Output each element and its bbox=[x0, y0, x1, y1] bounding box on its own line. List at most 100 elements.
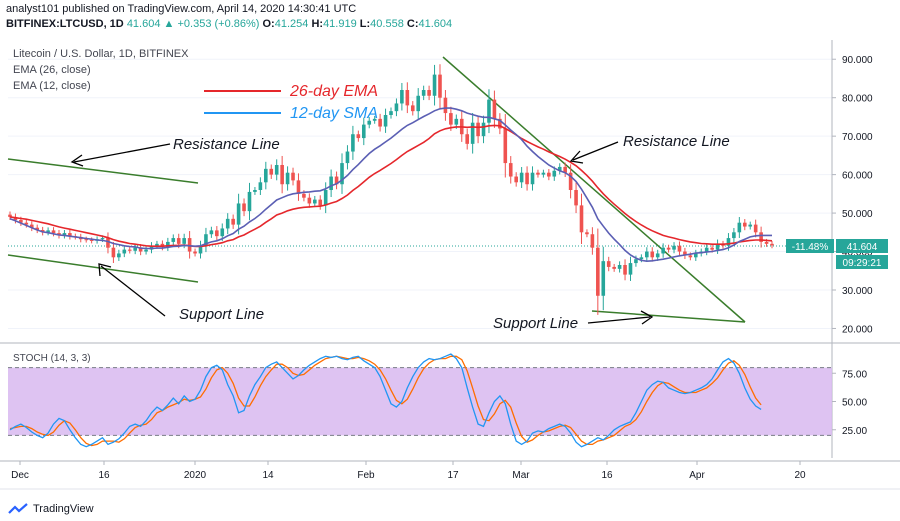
candle-body bbox=[389, 111, 393, 115]
tradingview-logo[interactable]: TradingView bbox=[8, 503, 94, 515]
candle-body bbox=[225, 218, 230, 229]
candle-body bbox=[498, 118, 502, 129]
candle-body bbox=[220, 228, 225, 237]
candle-body bbox=[557, 166, 562, 171]
time-tick-label: Dec bbox=[11, 470, 29, 481]
price-tick-label: 40.000 bbox=[842, 248, 873, 259]
candle-body bbox=[503, 128, 508, 164]
candle-body bbox=[574, 190, 578, 206]
candle-body bbox=[204, 234, 208, 246]
candle-body bbox=[596, 247, 600, 296]
candle-body bbox=[356, 134, 361, 139]
candle-body bbox=[514, 176, 518, 183]
stoch-tick-label: 75.00 bbox=[842, 369, 867, 380]
candle-body bbox=[639, 257, 644, 260]
time-tick-label: Apr bbox=[689, 470, 705, 481]
ema26-legend-label: 26-day EMA bbox=[289, 83, 378, 100]
candle-body bbox=[307, 197, 312, 204]
candle-body bbox=[372, 118, 377, 121]
candle-body bbox=[753, 224, 758, 233]
candle-body bbox=[187, 238, 192, 252]
candle-body bbox=[171, 238, 176, 242]
candle-body bbox=[438, 74, 442, 98]
annotation-arrows bbox=[70, 141, 654, 325]
candle-body bbox=[100, 238, 105, 240]
candle-body bbox=[302, 193, 306, 198]
candle-body bbox=[579, 205, 584, 233]
candle-body bbox=[563, 166, 567, 173]
candle-body bbox=[732, 232, 736, 239]
candle-body bbox=[688, 255, 693, 258]
stoch-tick-label: 25.00 bbox=[842, 426, 867, 437]
candle-body bbox=[487, 99, 491, 123]
symbol-name: BITFINEX:LTCUSD, 1D bbox=[6, 18, 124, 30]
candle-body bbox=[410, 105, 415, 112]
candle-body bbox=[378, 118, 382, 127]
candle-body bbox=[683, 251, 687, 256]
candle-body bbox=[650, 251, 655, 258]
candle-body bbox=[568, 172, 573, 190]
candle-body bbox=[340, 163, 344, 185]
candle-body bbox=[209, 230, 214, 235]
countdown-badge-bg bbox=[836, 255, 888, 269]
candle-body bbox=[628, 263, 633, 275]
candle-body bbox=[508, 163, 513, 177]
publisher-line: analyst101 published on TradingView.com,… bbox=[6, 3, 357, 15]
candle-body bbox=[454, 118, 459, 125]
candle-body bbox=[236, 203, 241, 225]
candle-body bbox=[443, 97, 448, 114]
time-tick-label: 16 bbox=[98, 470, 110, 481]
ema26-line bbox=[9, 124, 773, 248]
candle-body bbox=[285, 172, 290, 185]
candle-body bbox=[127, 249, 132, 251]
candle-body bbox=[672, 245, 676, 250]
candle-body bbox=[291, 172, 295, 181]
annotation-support-right: Support Line bbox=[493, 315, 578, 332]
candle-body bbox=[160, 243, 165, 247]
annotation-support-left: Support Line bbox=[179, 306, 264, 323]
chart-title: Litecoin / U.S. Dollar, 1D, BITFINEX bbox=[13, 48, 189, 60]
candle-body bbox=[149, 245, 154, 250]
candle-body bbox=[329, 176, 333, 190]
high-value: 41.919 bbox=[323, 18, 357, 30]
candle-body bbox=[367, 120, 372, 125]
candle-body bbox=[182, 238, 186, 244]
time-tick-label: 2020 bbox=[184, 470, 207, 481]
candle-body bbox=[253, 190, 257, 192]
candle-body bbox=[318, 199, 323, 206]
candle-body bbox=[84, 239, 88, 241]
candle-body bbox=[35, 227, 40, 230]
up-arrow-icon: ▲ bbox=[163, 18, 175, 30]
candle-body bbox=[449, 113, 453, 125]
candle-body bbox=[585, 232, 589, 235]
symbol-line: BITFINEX:LTCUSD, 1D 41.604 ▲ +0.353 (+0.… bbox=[6, 18, 452, 30]
candle-body bbox=[748, 224, 753, 227]
candle-body bbox=[421, 90, 426, 96]
candle-body bbox=[133, 247, 137, 251]
indicator-ema12: EMA (12, close) bbox=[13, 80, 91, 92]
candle-body bbox=[247, 191, 252, 212]
candle-body bbox=[606, 261, 611, 267]
candle-body bbox=[269, 168, 274, 175]
candle-body bbox=[19, 220, 23, 223]
candle-body bbox=[481, 122, 486, 137]
candle-body bbox=[111, 247, 116, 258]
candle-body bbox=[198, 245, 203, 254]
candle-body bbox=[264, 168, 268, 183]
candle-body bbox=[432, 74, 437, 96]
candle-body bbox=[470, 122, 475, 144]
arrow-resistance-right bbox=[572, 141, 619, 161]
time-tick-label: 16 bbox=[601, 470, 613, 481]
last-price: 41.604 bbox=[126, 18, 161, 30]
candle-body bbox=[677, 245, 682, 252]
candle-body bbox=[280, 165, 284, 185]
price-tick-label: 60.000 bbox=[842, 171, 873, 182]
candle-body bbox=[742, 222, 747, 227]
candle-body bbox=[617, 265, 622, 269]
change-value: +0.353 (+0.86%) bbox=[177, 18, 260, 30]
arrow-support-right-head bbox=[640, 310, 654, 325]
candle-body bbox=[541, 172, 546, 175]
price-tick-label: 50.000 bbox=[842, 209, 873, 220]
candle-body bbox=[89, 240, 94, 241]
